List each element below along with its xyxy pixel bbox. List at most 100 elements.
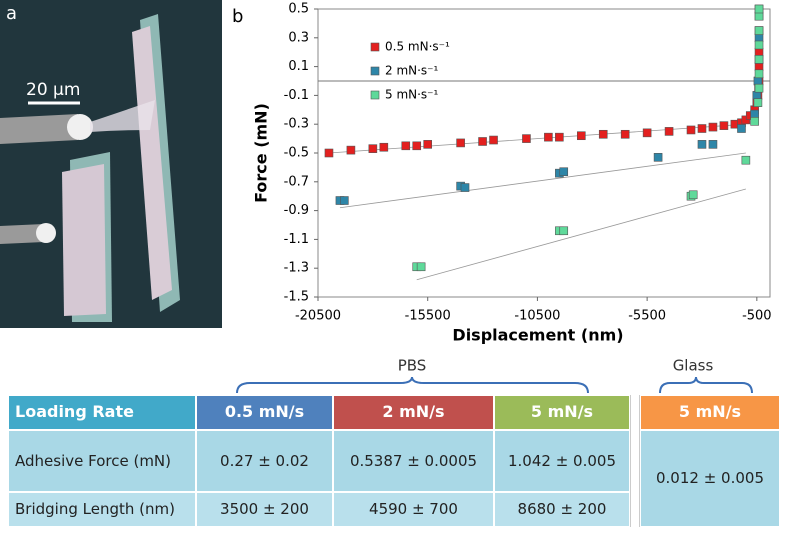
data-point xyxy=(555,132,564,142)
data-point xyxy=(754,47,764,57)
legend-label: 2 mN·s⁻¹ xyxy=(385,64,439,78)
data-point xyxy=(697,140,707,149)
data-point xyxy=(340,196,349,205)
table-cell: 0.012 ± 0.005 xyxy=(640,430,780,527)
y-tick-label: -0.1 xyxy=(284,88,309,103)
fit-line xyxy=(416,188,746,281)
data-point xyxy=(460,183,470,192)
data-point xyxy=(423,140,433,149)
data-point xyxy=(737,124,746,133)
x-tick-label: -20500 xyxy=(295,309,341,324)
x-tick-label: -5500 xyxy=(628,309,666,324)
data-point xyxy=(489,135,498,145)
data-point xyxy=(412,141,422,151)
x-tick-label: -10500 xyxy=(514,309,560,324)
legend-label: 5 mN·s⁻¹ xyxy=(385,88,439,102)
data-point xyxy=(598,129,608,139)
y-tick-label: -0.3 xyxy=(284,117,309,132)
table-cell: Bridging Length (nm) xyxy=(8,492,196,527)
data-point xyxy=(750,117,759,126)
data-point xyxy=(379,142,389,152)
table-cell: 2 mN/s xyxy=(333,395,494,430)
data-point xyxy=(346,145,356,155)
data-point xyxy=(559,167,569,177)
data-point xyxy=(708,122,718,132)
panel-label: b xyxy=(232,6,243,27)
data-point xyxy=(401,141,411,151)
data-point xyxy=(754,83,764,93)
y-tick-label: -1.5 xyxy=(284,290,309,305)
data-point xyxy=(753,98,763,107)
table-cell: Loading Rate xyxy=(8,395,196,430)
legend-marker xyxy=(370,66,380,76)
data-point xyxy=(753,76,763,86)
data-point xyxy=(688,190,698,200)
data-point xyxy=(522,134,531,143)
data-point xyxy=(754,33,764,43)
y-tick-label: -1.1 xyxy=(284,232,309,247)
separator xyxy=(630,395,640,527)
table-cell: 5 mN/s xyxy=(494,395,630,430)
y-tick-label: -0.5 xyxy=(284,146,309,161)
scale-bar-label: 20 µm xyxy=(26,80,80,100)
table-cell: 3500 ± 200 xyxy=(196,492,333,527)
data-point xyxy=(754,40,764,50)
x-axis-label: Displacement (nm) xyxy=(452,326,623,345)
data-point xyxy=(754,26,764,35)
table-cell: 0.27 ± 0.02 xyxy=(196,430,333,492)
table-cell: 4590 ± 700 xyxy=(333,492,494,527)
data-point xyxy=(754,69,764,79)
panel-label: a xyxy=(6,3,17,24)
data-point xyxy=(620,129,630,139)
group-braces: PBS Glass xyxy=(236,357,753,394)
data-point xyxy=(697,124,707,133)
data-point xyxy=(664,127,674,136)
figure: a 20 µm b Displacement (nm) Force (mN) 0… xyxy=(0,0,772,345)
data-point xyxy=(686,125,696,135)
data-point xyxy=(754,62,764,71)
legend-marker xyxy=(370,90,380,100)
micrograph: a 20 µm xyxy=(0,0,222,328)
data-point xyxy=(653,153,663,162)
data-point xyxy=(754,4,764,14)
data-point xyxy=(708,140,718,149)
data-point xyxy=(324,148,334,158)
group-label: Glass xyxy=(673,357,714,375)
data-point xyxy=(456,138,465,148)
table-cell: 8680 ± 200 xyxy=(494,492,630,527)
legend-label: 0.5 mN·s⁻¹ xyxy=(385,40,450,54)
data-point xyxy=(368,144,378,153)
x-tick-label: -15500 xyxy=(405,309,451,324)
data-point xyxy=(416,262,426,272)
data-point xyxy=(478,137,487,146)
y-tick-label: 0.5 xyxy=(288,2,309,17)
data-point xyxy=(577,131,586,141)
data-point xyxy=(642,128,652,138)
table-cell: 0.5 mN/s xyxy=(196,395,333,430)
legend-marker xyxy=(370,42,380,52)
data-point xyxy=(754,11,764,21)
group-label: PBS xyxy=(398,357,427,375)
data-point xyxy=(754,55,764,64)
table-cell: 1.042 ± 0.005 xyxy=(494,430,630,492)
table-cell: Adhesive Force (mN) xyxy=(8,430,196,492)
data-point xyxy=(750,109,759,119)
y-tick-label: -0.9 xyxy=(284,203,309,218)
data-point xyxy=(752,91,762,100)
fit-line xyxy=(328,123,746,154)
data-point xyxy=(544,132,553,142)
y-tick-label: -1.3 xyxy=(284,261,309,276)
y-axis-label: Force (mN) xyxy=(252,103,271,203)
y-tick-label: 0.3 xyxy=(288,30,309,45)
data-point xyxy=(559,226,569,236)
fit-line xyxy=(339,152,746,209)
table-cell: 0.5387 ± 0.0005 xyxy=(333,430,494,492)
y-tick-label: 0.1 xyxy=(288,59,309,74)
data-point xyxy=(741,155,751,165)
data-point xyxy=(741,115,751,125)
data-point xyxy=(719,121,729,130)
y-tick-label: -0.7 xyxy=(284,174,309,189)
table-cell: 5 mN/s xyxy=(640,395,780,430)
x-tick-label: -500 xyxy=(742,309,772,324)
